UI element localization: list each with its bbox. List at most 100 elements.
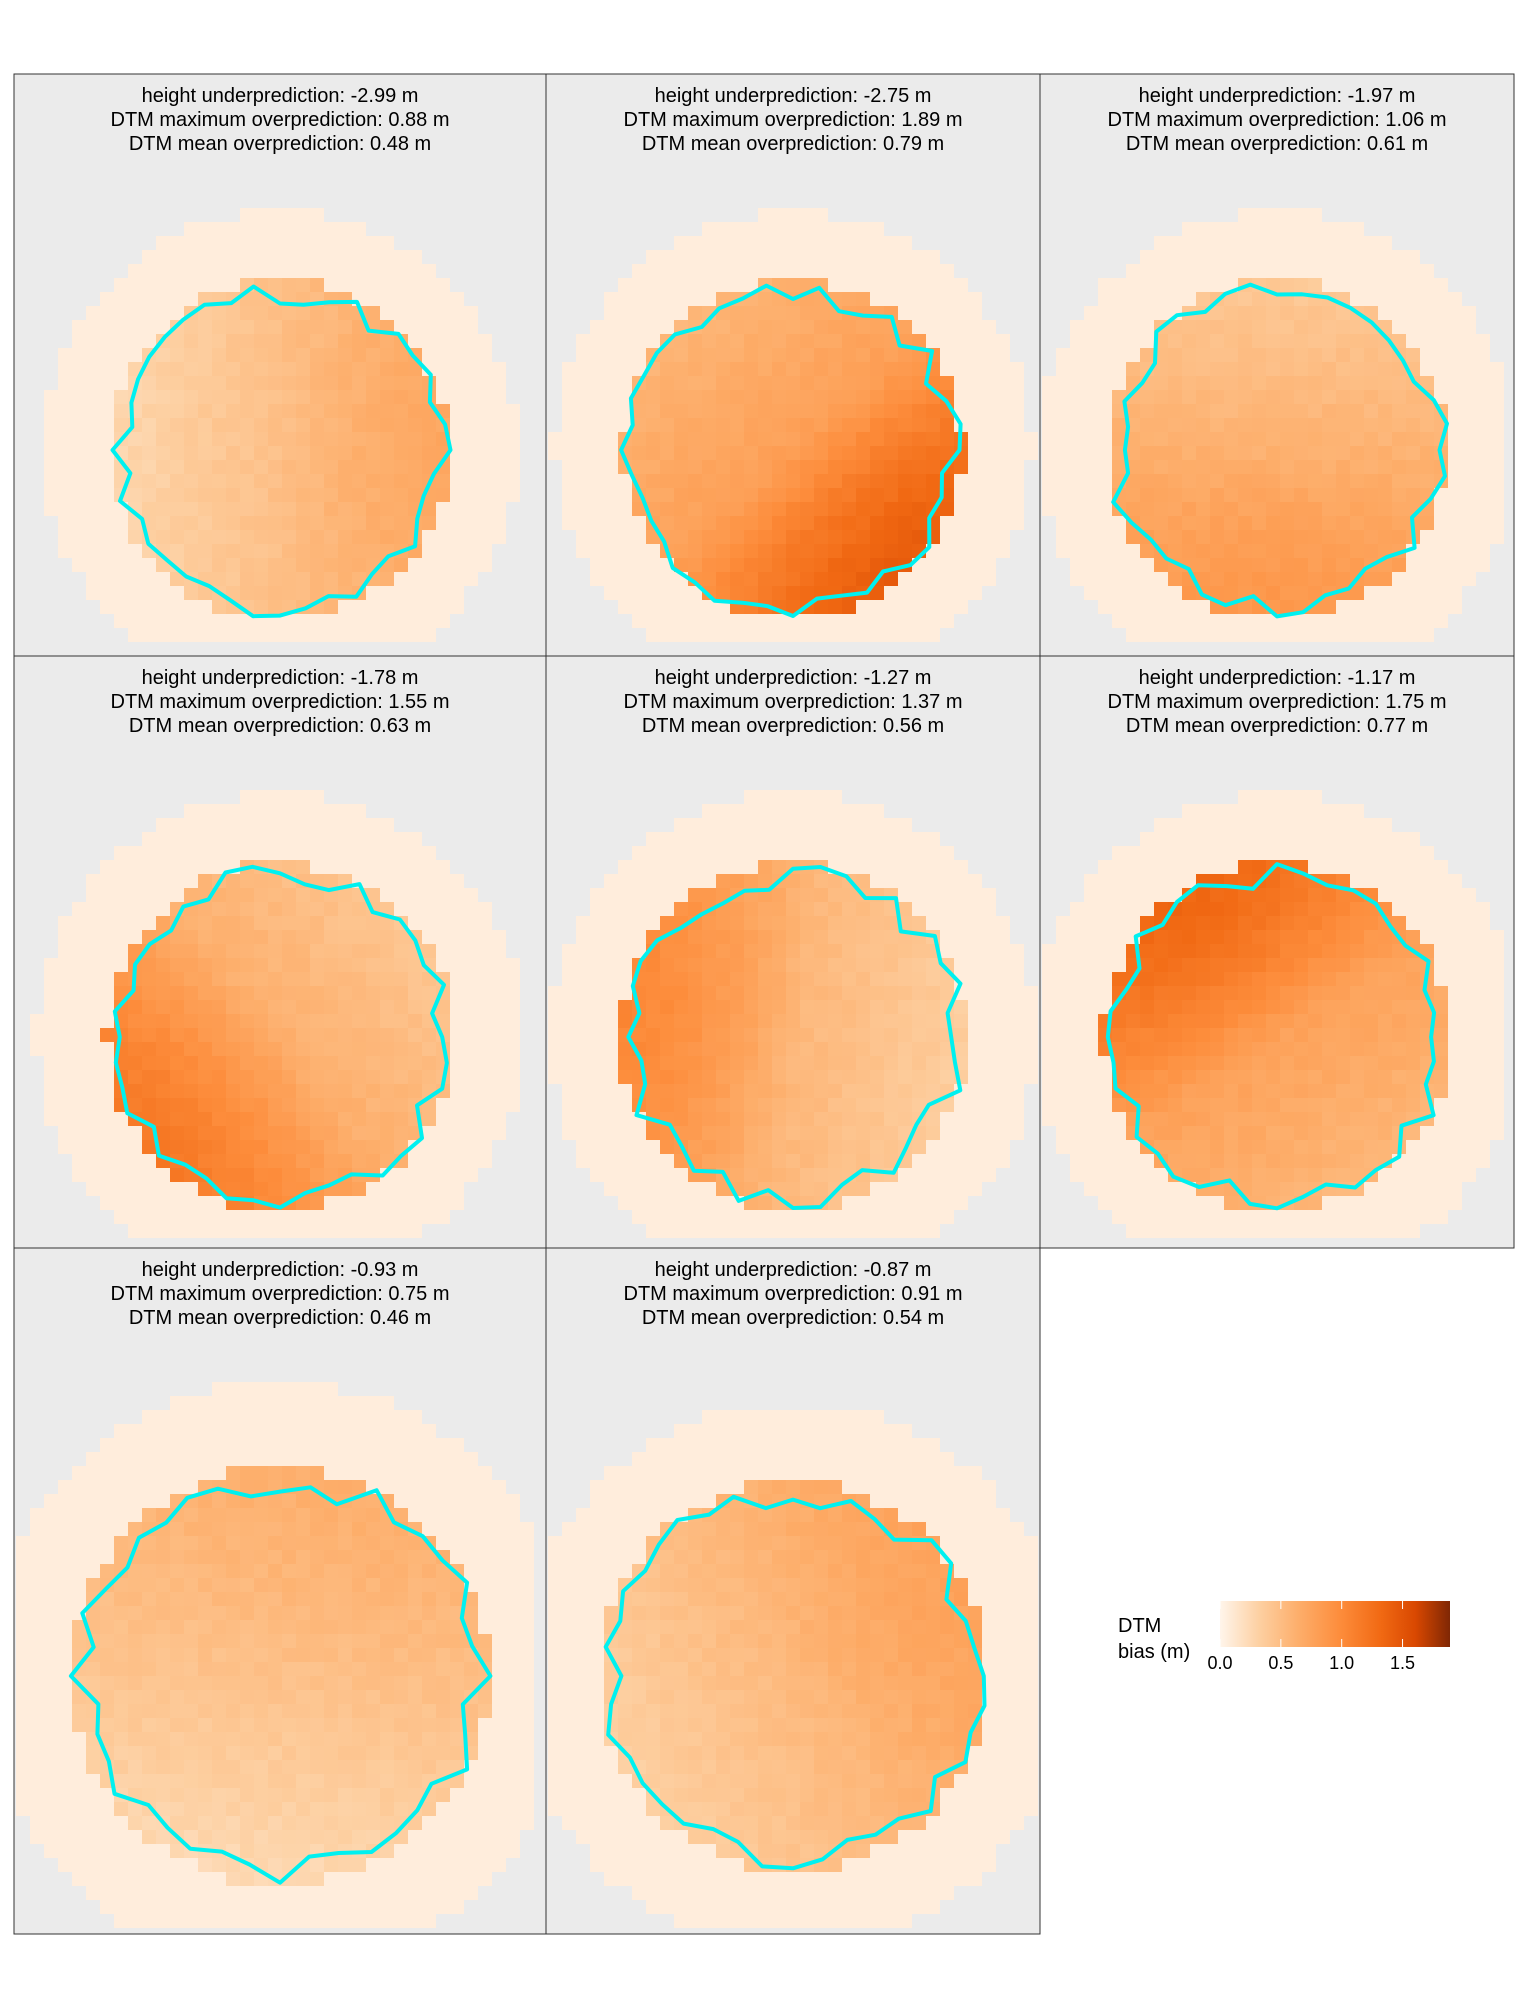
raster-cell bbox=[786, 404, 800, 418]
raster-cell bbox=[254, 502, 268, 516]
raster-cell bbox=[366, 446, 380, 460]
raster-cell bbox=[1392, 334, 1406, 348]
raster-cell bbox=[100, 1000, 114, 1014]
raster-cell bbox=[72, 558, 86, 572]
raster-cell bbox=[884, 902, 898, 916]
raster-cell bbox=[828, 236, 842, 250]
raster-cell bbox=[408, 488, 422, 502]
raster-cell bbox=[1182, 376, 1196, 390]
raster-cell bbox=[1392, 264, 1406, 278]
raster-cell bbox=[1392, 944, 1406, 958]
raster-cell bbox=[170, 292, 184, 306]
raster-cell bbox=[590, 944, 604, 958]
raster-cell bbox=[296, 1056, 310, 1070]
raster-cell bbox=[646, 888, 660, 902]
raster-cell bbox=[310, 1154, 324, 1168]
raster-cell bbox=[646, 1098, 660, 1112]
raster-cell bbox=[282, 846, 296, 860]
raster-cell bbox=[268, 278, 282, 292]
raster-cell bbox=[842, 516, 856, 530]
raster-cell bbox=[772, 902, 786, 916]
raster-cell bbox=[772, 586, 786, 600]
raster-cells bbox=[548, 208, 1038, 642]
raster-cell bbox=[800, 460, 814, 474]
raster-cell bbox=[1224, 1000, 1238, 1014]
raster-cell bbox=[730, 586, 744, 600]
raster-cell bbox=[254, 972, 268, 986]
raster-cell bbox=[744, 236, 758, 250]
raster-cell bbox=[226, 320, 240, 334]
raster-cell bbox=[688, 1070, 702, 1084]
raster-cell bbox=[422, 264, 436, 278]
raster-cell bbox=[114, 516, 128, 530]
raster-cell bbox=[436, 1210, 450, 1224]
raster-cell bbox=[590, 544, 604, 558]
raster-cell bbox=[786, 614, 800, 628]
raster-cell bbox=[1490, 958, 1504, 972]
raster-cell bbox=[1266, 222, 1280, 236]
raster-cell bbox=[660, 1182, 674, 1196]
raster-cell bbox=[786, 874, 800, 888]
raster-cell bbox=[1364, 264, 1378, 278]
raster-cell bbox=[1084, 958, 1098, 972]
raster-cell bbox=[338, 544, 352, 558]
raster-cell bbox=[1420, 846, 1434, 860]
raster-cell bbox=[1294, 516, 1308, 530]
raster-cell bbox=[856, 958, 870, 972]
raster-cell bbox=[240, 390, 254, 404]
raster-cell bbox=[884, 1154, 898, 1168]
raster-cell bbox=[688, 376, 702, 390]
raster-cell bbox=[828, 362, 842, 376]
raster-cell bbox=[184, 460, 198, 474]
raster-cell bbox=[1224, 306, 1238, 320]
raster-cell bbox=[394, 460, 408, 474]
raster-cell bbox=[814, 874, 828, 888]
raster-cell bbox=[744, 376, 758, 390]
raster-cell bbox=[1266, 390, 1280, 404]
raster-cell bbox=[86, 460, 100, 474]
raster-cell bbox=[1140, 902, 1154, 916]
raster-cell bbox=[1126, 860, 1140, 874]
raster-cell bbox=[86, 390, 100, 404]
raster-cell bbox=[1294, 530, 1308, 544]
raster-cell bbox=[156, 572, 170, 586]
raster-cell bbox=[828, 222, 842, 236]
raster-cell bbox=[758, 586, 772, 600]
raster-cell bbox=[772, 558, 786, 572]
raster-cell bbox=[1010, 516, 1024, 530]
raster-cell bbox=[926, 250, 940, 264]
raster-cell bbox=[1266, 586, 1280, 600]
raster-cell bbox=[576, 1028, 590, 1042]
raster-cell bbox=[1126, 846, 1140, 860]
raster-cell bbox=[590, 446, 604, 460]
raster-cell bbox=[1238, 208, 1252, 222]
raster-cell bbox=[884, 972, 898, 986]
raster-cell bbox=[1112, 916, 1126, 930]
raster-cell bbox=[786, 944, 800, 958]
raster-cell bbox=[128, 1224, 142, 1238]
raster-cell bbox=[1154, 376, 1168, 390]
raster-cell bbox=[100, 902, 114, 916]
raster-cell bbox=[1406, 860, 1420, 874]
raster-cell bbox=[310, 1112, 324, 1126]
raster-cell bbox=[968, 874, 982, 888]
raster-cell bbox=[1406, 846, 1420, 860]
raster-cell bbox=[716, 432, 730, 446]
raster-cell bbox=[758, 1126, 772, 1140]
panel-title-line-2: DTM maximum overprediction: 0.88 m bbox=[111, 109, 450, 131]
raster-cell bbox=[800, 418, 814, 432]
raster-cell bbox=[800, 488, 814, 502]
raster-cell bbox=[744, 1140, 758, 1154]
raster-cell bbox=[926, 1168, 940, 1182]
raster-cell bbox=[254, 516, 268, 530]
raster-cell bbox=[660, 292, 674, 306]
raster-cell bbox=[1112, 902, 1126, 916]
raster-cell bbox=[492, 1126, 506, 1140]
raster-cell bbox=[352, 432, 366, 446]
raster-cell bbox=[156, 600, 170, 614]
raster-cell bbox=[786, 390, 800, 404]
raster-cell bbox=[1056, 376, 1070, 390]
raster-cell bbox=[142, 874, 156, 888]
raster-cell bbox=[338, 818, 352, 832]
